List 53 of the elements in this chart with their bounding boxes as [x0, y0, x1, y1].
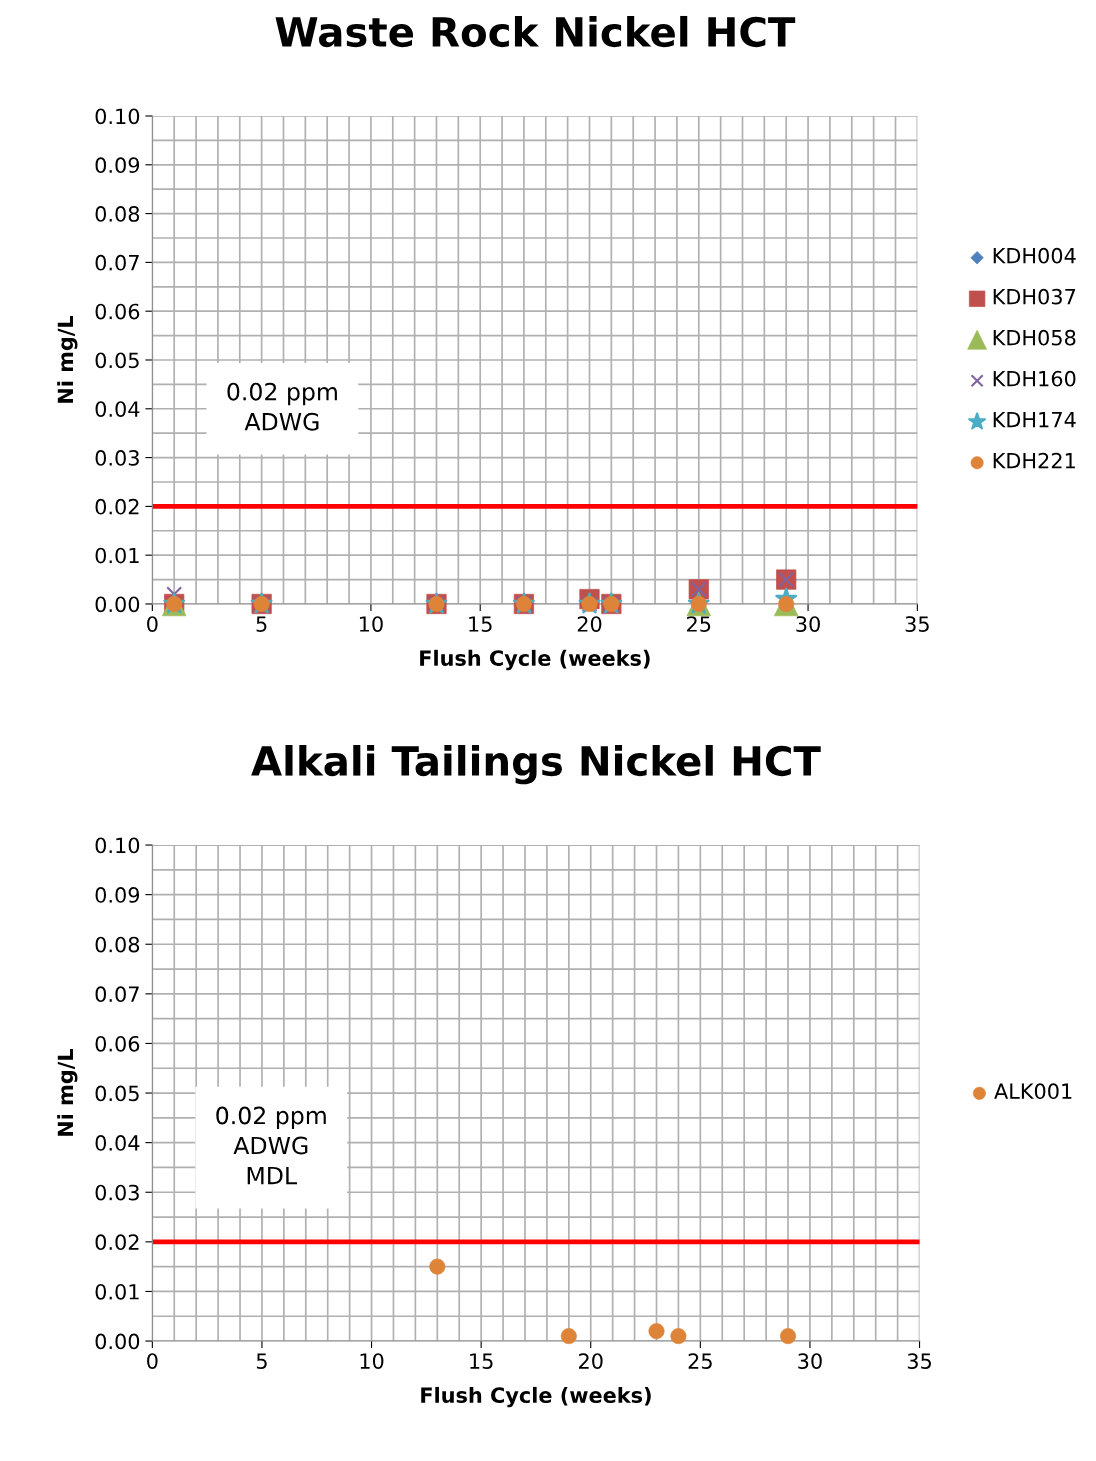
y-tick-label: 0.04: [95, 1135, 140, 1151]
y-tick-label: 0.09: [95, 157, 140, 174]
x-tick-label: 15: [470, 1353, 493, 1369]
y-tick-label: 0.01: [95, 547, 139, 564]
y-tick-label: 0.05: [95, 352, 139, 369]
y-tick-label: 0.04: [95, 401, 140, 417]
y-tick-label: 0.07: [95, 254, 139, 271]
x-tick-label: 30: [796, 616, 820, 632]
y-tick-label: 0.10: [95, 837, 140, 854]
y-tick-label: 0.06: [95, 1035, 140, 1052]
x-tick-label: 35: [905, 616, 929, 632]
y-tick-label: 0.07: [95, 986, 139, 1003]
x-tick-label: 0: [147, 1353, 158, 1369]
x-tick-label: 20: [577, 616, 602, 632]
legend-label: KDH037: [993, 288, 1076, 305]
x-tick-label: 25: [687, 616, 711, 632]
x-tick-label: 30: [798, 1353, 822, 1369]
legend-label: KDH004: [993, 247, 1076, 264]
y-tick-label: 0.10: [95, 108, 140, 125]
legend-label: KDH221: [993, 452, 1075, 469]
legend-label: KDH058: [993, 329, 1076, 346]
y-tick-label: 0.06: [95, 303, 140, 320]
y-tick-label: 0.03: [95, 450, 139, 466]
y-tick-label: 0.00: [95, 596, 140, 613]
y-tick-label: 0.08: [95, 936, 140, 953]
y-axis-title: Ni mg/L: [57, 1048, 78, 1136]
x-tick-label: 5: [256, 1353, 267, 1369]
x-tick-label: 25: [688, 1353, 712, 1369]
chart-title: Alkali Tailings Nickel HCT: [251, 744, 821, 785]
y-tick-label: 0.00: [95, 1333, 140, 1350]
x-tick-label: 10: [359, 616, 383, 632]
y-axis-title: Ni mg/L: [57, 315, 78, 403]
y-tick-label: 0.02: [95, 498, 139, 515]
y-tick-label: 0.08: [95, 206, 140, 222]
x-tick-label: 10: [360, 1353, 384, 1369]
chart-title: Waste Rock Nickel HCT: [275, 15, 796, 48]
y-tick-label: 0.03: [95, 1184, 139, 1201]
legend-label: KDH174: [993, 412, 1076, 428]
x-tick-label: 20: [579, 1353, 603, 1369]
x-tick-label: 15: [469, 616, 492, 632]
x-tick-label: 0: [147, 616, 158, 632]
x-tick-label: 35: [907, 1353, 931, 1369]
x-axis-title: Flush Cycle (weeks): [421, 1386, 651, 1408]
legend-label: KDH160: [993, 370, 1076, 387]
y-tick-label: 0.09: [95, 887, 140, 903]
y-tick-label: 0.05: [95, 1085, 139, 1102]
x-tick-label: 5: [256, 616, 267, 632]
annotation: 0.02 ppm ADWG MDL: [216, 1106, 326, 1185]
legend-label: ALK001: [994, 1083, 1072, 1100]
y-tick-label: 0.02: [95, 1234, 139, 1251]
x-axis-title: Flush Cycle (weeks): [420, 649, 650, 671]
y-tick-label: 0.01: [95, 1283, 139, 1300]
annotation: 0.02 ppm ADWG: [227, 382, 337, 431]
